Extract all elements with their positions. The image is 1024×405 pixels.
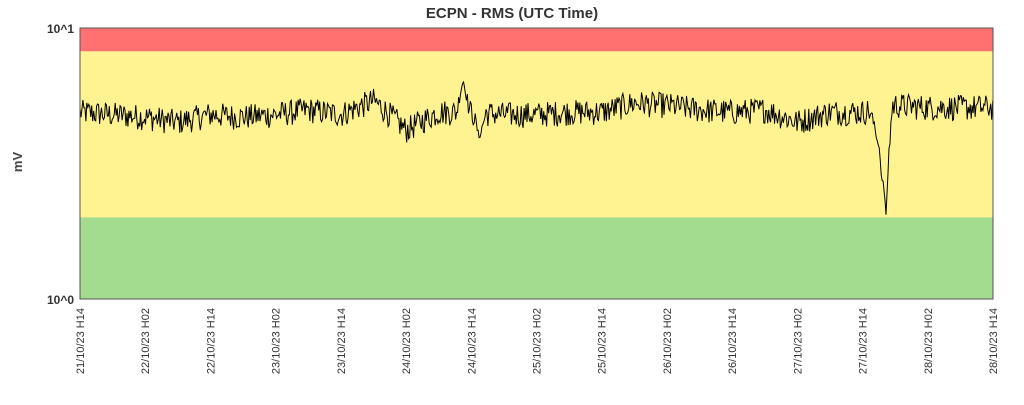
x-tick-label: 23/10/23 H14 — [336, 308, 348, 374]
y-axis-label: mV — [10, 152, 25, 173]
y-tick-label-bottom: 10^0 — [47, 293, 74, 307]
x-tick-labels: 21/10/23 H14 22/10/23 H02 22/10/23 H14 23/1… — [75, 308, 1000, 374]
threshold-bands — [80, 28, 993, 299]
band-red — [80, 28, 993, 52]
x-tick-label: 25/10/23 H02 — [532, 308, 544, 374]
x-tick-label: 25/10/23 H14 — [597, 308, 609, 374]
x-tick-label: 23/10/23 H02 — [271, 308, 283, 374]
x-tick-label: 28/10/23 H14 — [988, 308, 1000, 374]
plot-frame — [79, 27, 994, 300]
x-tick-label: 22/10/23 H02 — [140, 308, 152, 374]
chart-title: ECPN - RMS (UTC Time) — [426, 5, 598, 22]
series-group — [79, 80, 994, 215]
x-tick-label: 26/10/23 H02 — [662, 308, 674, 374]
x-tick-label: 28/10/23 H02 — [923, 308, 935, 374]
x-tick-label: 24/10/23 H02 — [401, 308, 413, 374]
band-green — [80, 217, 993, 299]
x-tick-label: 26/10/23 H14 — [727, 308, 739, 374]
band-yellow — [80, 51, 993, 218]
y-tick-label-top: 10^1 — [47, 22, 74, 36]
x-tick-label: 27/10/23 H14 — [858, 308, 870, 374]
x-tick-label: 22/10/23 H14 — [205, 308, 217, 374]
x-tick-label: 27/10/23 H02 — [792, 308, 804, 374]
x-tick-label: 21/10/23 H14 — [75, 308, 87, 374]
rms-series-line — [79, 80, 994, 215]
x-tick-label: 24/10/23 H14 — [466, 308, 478, 374]
